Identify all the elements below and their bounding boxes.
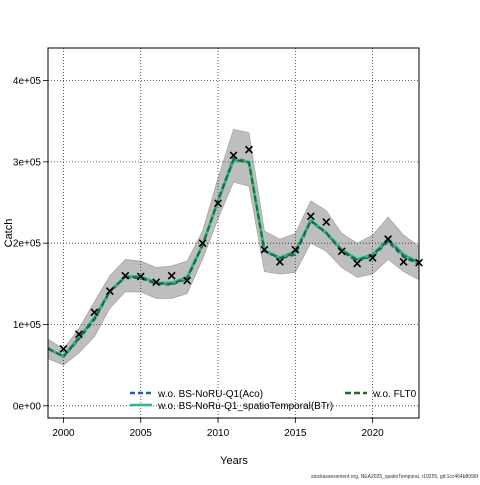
axis-layer: 2000 2005 2010 2015 2020 0e+00 1e+05 2e+05 3e+05… bbox=[13, 76, 384, 439]
observed-point bbox=[322, 218, 331, 226]
observed-point bbox=[399, 257, 408, 266]
observed-point bbox=[291, 245, 300, 254]
observed-point bbox=[136, 272, 145, 281]
legend-label-2: w.o. BS-NoRu-Q1_spatioTemporal(BTr) bbox=[157, 401, 333, 412]
observed-point bbox=[214, 199, 223, 208]
observed-point bbox=[229, 151, 238, 160]
y-tick-label: 4e+05 bbox=[13, 76, 42, 87]
band-layer bbox=[48, 128, 419, 366]
x-tick-label: 2020 bbox=[362, 428, 385, 439]
footer-note: stockassessment.org, NEA2025_spatioTempo… bbox=[311, 474, 479, 480]
grid-layer bbox=[48, 48, 419, 418]
observed-point bbox=[275, 257, 284, 266]
x-tick-label: 2010 bbox=[207, 428, 230, 439]
observed-point bbox=[368, 253, 377, 262]
observed-point bbox=[384, 235, 393, 244]
observed-point bbox=[198, 239, 207, 248]
x-tick-label: 2015 bbox=[284, 428, 307, 439]
legend-label-1: w.o. BS-NoRU-Q1(Aco) bbox=[157, 389, 263, 400]
observed-point bbox=[59, 344, 68, 353]
observed-point bbox=[90, 308, 99, 317]
x-tick-label: 2005 bbox=[130, 428, 153, 439]
observed-point bbox=[337, 247, 346, 256]
observed-point bbox=[244, 145, 253, 154]
y-tick-label: 3e+05 bbox=[13, 157, 42, 168]
observed-point bbox=[183, 276, 192, 285]
y-tick-label: 2e+05 bbox=[13, 239, 42, 250]
confidence-band bbox=[48, 128, 419, 366]
series-line-3 bbox=[48, 158, 419, 358]
observed-point bbox=[167, 271, 176, 280]
plot-frame bbox=[47, 47, 420, 419]
observed-point bbox=[74, 330, 83, 339]
legend: w.o. BS-NoRU-Q1(Aco)w.o. BS-NoRu-Q1_spat… bbox=[130, 389, 417, 412]
observed-point bbox=[260, 245, 269, 254]
observed-point bbox=[306, 212, 315, 221]
series-layer bbox=[48, 156, 419, 359]
y-axis-title: Catch bbox=[3, 219, 15, 248]
x-tick-label: 2000 bbox=[52, 428, 75, 439]
observed-point bbox=[353, 259, 362, 268]
observed-point bbox=[152, 278, 161, 287]
observed-point bbox=[105, 287, 114, 296]
y-tick-label: 0e+00 bbox=[13, 401, 42, 412]
observed-point bbox=[121, 271, 130, 280]
legend-label-3: w.o. FLT0 bbox=[372, 389, 417, 400]
marker-layer bbox=[59, 145, 423, 353]
y-tick-label: 1e+05 bbox=[13, 320, 42, 331]
x-axis-title: Years bbox=[220, 455, 248, 467]
